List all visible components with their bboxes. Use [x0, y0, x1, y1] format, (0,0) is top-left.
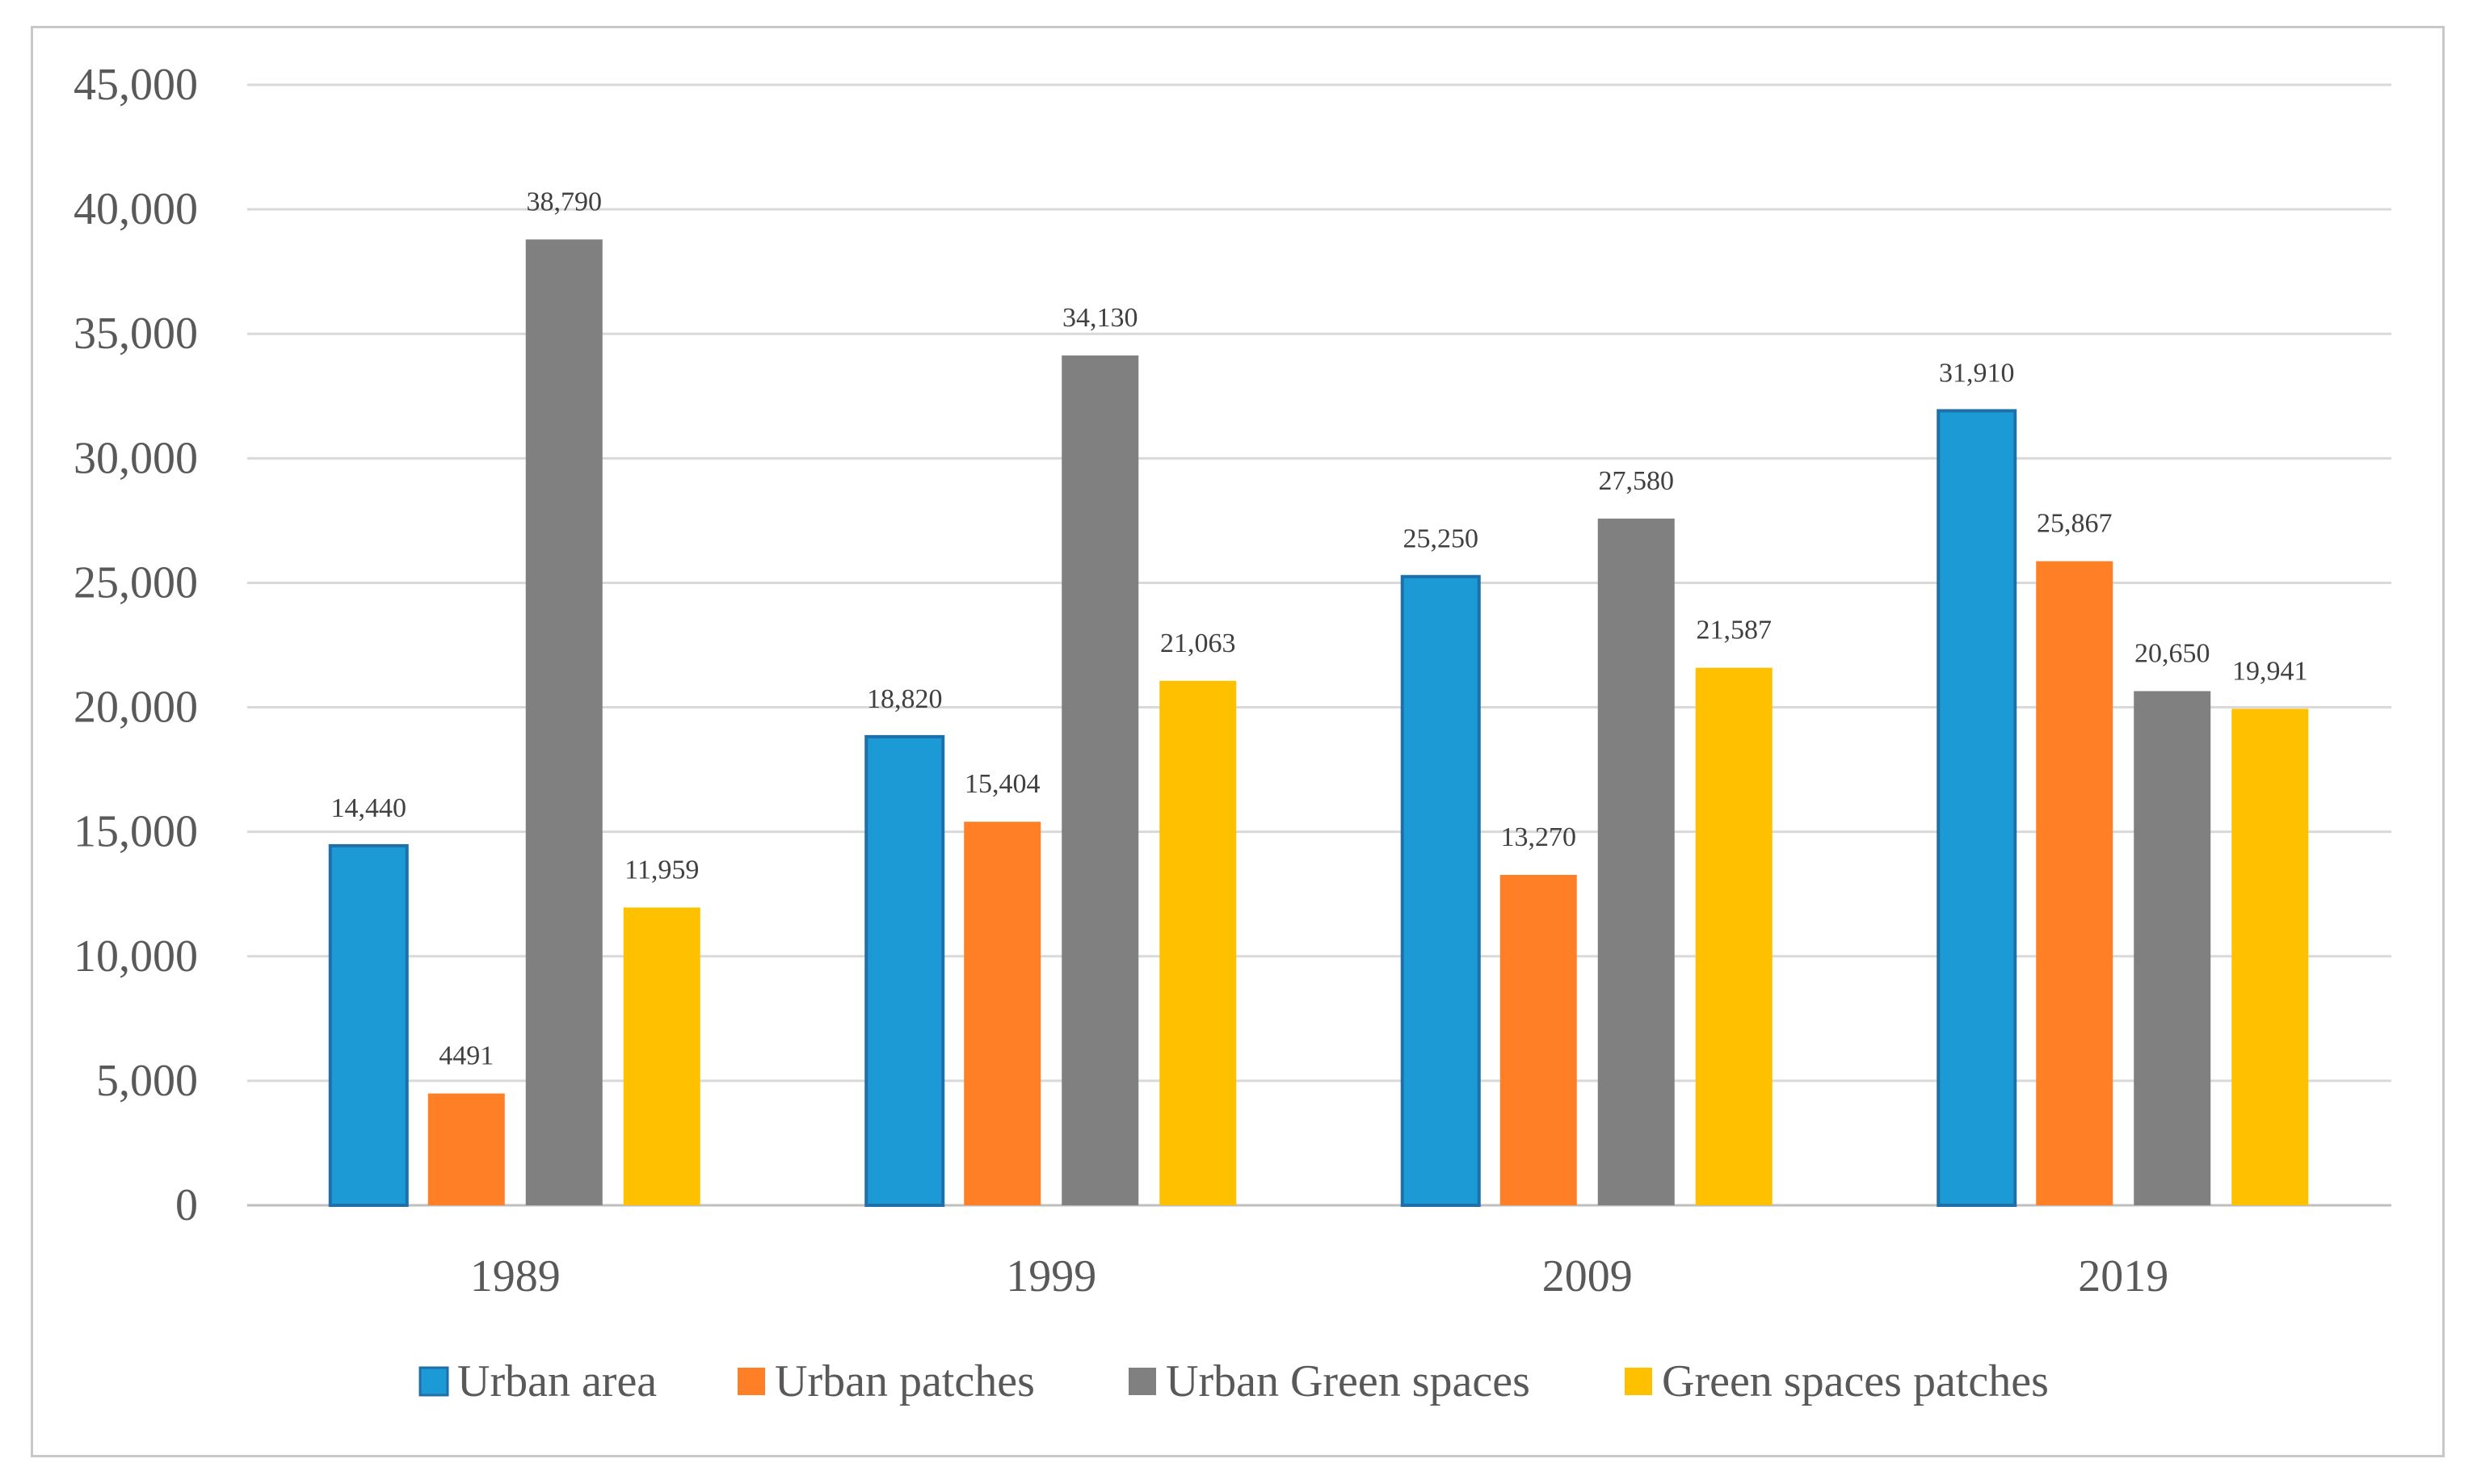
bar-urban-green-spaces-1999 [1062, 355, 1139, 1205]
y-axis-ticks: 0 5,000 10,000 15,000 20,000 25,000 30,000 35,0… [74, 60, 198, 1230]
data-label-urban-green-spaces-1999: 34,130 [1062, 303, 1138, 333]
x-category-label: 2019 [2078, 1251, 2168, 1301]
bar-urban-green-spaces-2019 [2134, 691, 2211, 1205]
x-category-label: 1989 [470, 1251, 561, 1301]
y-tick-label: 10,000 [74, 931, 198, 982]
legend-swatch-green-spaces-patches [1625, 1368, 1652, 1395]
bar-green-spaces-patches-2009 [1695, 667, 1773, 1205]
gridlines [247, 83, 2391, 1207]
legend: Urban area Urban patches Urban Green space… [418, 1356, 2049, 1406]
data-label-urban-area-1989: 14,440 [331, 793, 407, 823]
data-label-urban-patches-1999: 15,404 [965, 769, 1041, 799]
y-tick-label: 40,000 [74, 184, 198, 234]
bar-urban-patches-1989 [427, 1093, 505, 1205]
data-label-urban-green-spaces-2009: 27,580 [1599, 466, 1675, 496]
bar-green-spaces-patches-2019 [2231, 708, 2309, 1205]
data-label-urban-patches-2009: 13,270 [1501, 822, 1577, 852]
bar-urban-patches-2019 [2036, 561, 2113, 1205]
y-tick-label: 20,000 [74, 683, 198, 733]
bar-green-spaces-patches-1989 [623, 907, 700, 1205]
data-label-green-spaces-patches-1989: 11,959 [625, 855, 699, 885]
data-label-urban-area-2009: 25,250 [1403, 524, 1479, 554]
y-tick-label: 0 [175, 1180, 198, 1230]
x-category-label: 2009 [1542, 1251, 1633, 1301]
legend-label-urban-area: Urban area [457, 1356, 657, 1406]
data-label-urban-patches-2019: 25,867 [2037, 509, 2113, 539]
data-label-green-spaces-patches-2019: 19,941 [2232, 656, 2308, 686]
legend-swatch-urban-area [418, 1366, 449, 1397]
legend-label-urban-green-spaces: Urban Green spaces [1166, 1356, 1530, 1406]
legend-swatch-urban-patches [738, 1368, 765, 1395]
data-labels: 14,440 4491 38,790 11,959 18,820 15,404 34,130… [331, 187, 2308, 1070]
bar-urban-patches-1999 [964, 822, 1041, 1205]
y-tick-label: 30,000 [74, 433, 198, 483]
legend-label-urban-patches: Urban patches [775, 1356, 1035, 1406]
bar-urban-green-spaces-2009 [1597, 518, 1675, 1205]
bar-urban-area-2009 [1400, 574, 1481, 1207]
y-tick-label: 15,000 [74, 807, 198, 857]
bar-urban-green-spaces-1989 [525, 239, 603, 1205]
bar-green-spaces-patches-1999 [1159, 680, 1237, 1205]
x-axis-categories: 1989 1999 2009 2019 [470, 1251, 2169, 1301]
data-label-urban-green-spaces-2019: 20,650 [2134, 639, 2210, 669]
legend-label-green-spaces-patches: Green spaces patches [1662, 1356, 2049, 1406]
data-label-urban-green-spaces-1989: 38,790 [527, 187, 603, 217]
y-tick-label: 45,000 [74, 60, 198, 110]
bars [328, 239, 2309, 1207]
x-category-label: 1999 [1006, 1251, 1096, 1301]
bar-urban-patches-2009 [1499, 874, 1577, 1205]
data-label-urban-area-1999: 18,820 [867, 684, 943, 714]
y-tick-label: 5,000 [96, 1056, 198, 1106]
data-label-urban-patches-1989: 4491 [439, 1041, 494, 1071]
y-tick-label: 25,000 [74, 557, 198, 607]
data-label-green-spaces-patches-2009: 21,587 [1697, 616, 1773, 645]
legend-swatch-urban-green-spaces [1129, 1368, 1156, 1395]
y-tick-label: 35,000 [74, 309, 198, 359]
data-label-urban-area-2019: 31,910 [1939, 358, 2015, 388]
data-label-green-spaces-patches-1999: 21,063 [1160, 628, 1236, 658]
bar-urban-area-1989 [328, 843, 409, 1207]
bar-urban-area-1999 [864, 734, 945, 1207]
bar-urban-area-2019 [1937, 409, 2017, 1207]
